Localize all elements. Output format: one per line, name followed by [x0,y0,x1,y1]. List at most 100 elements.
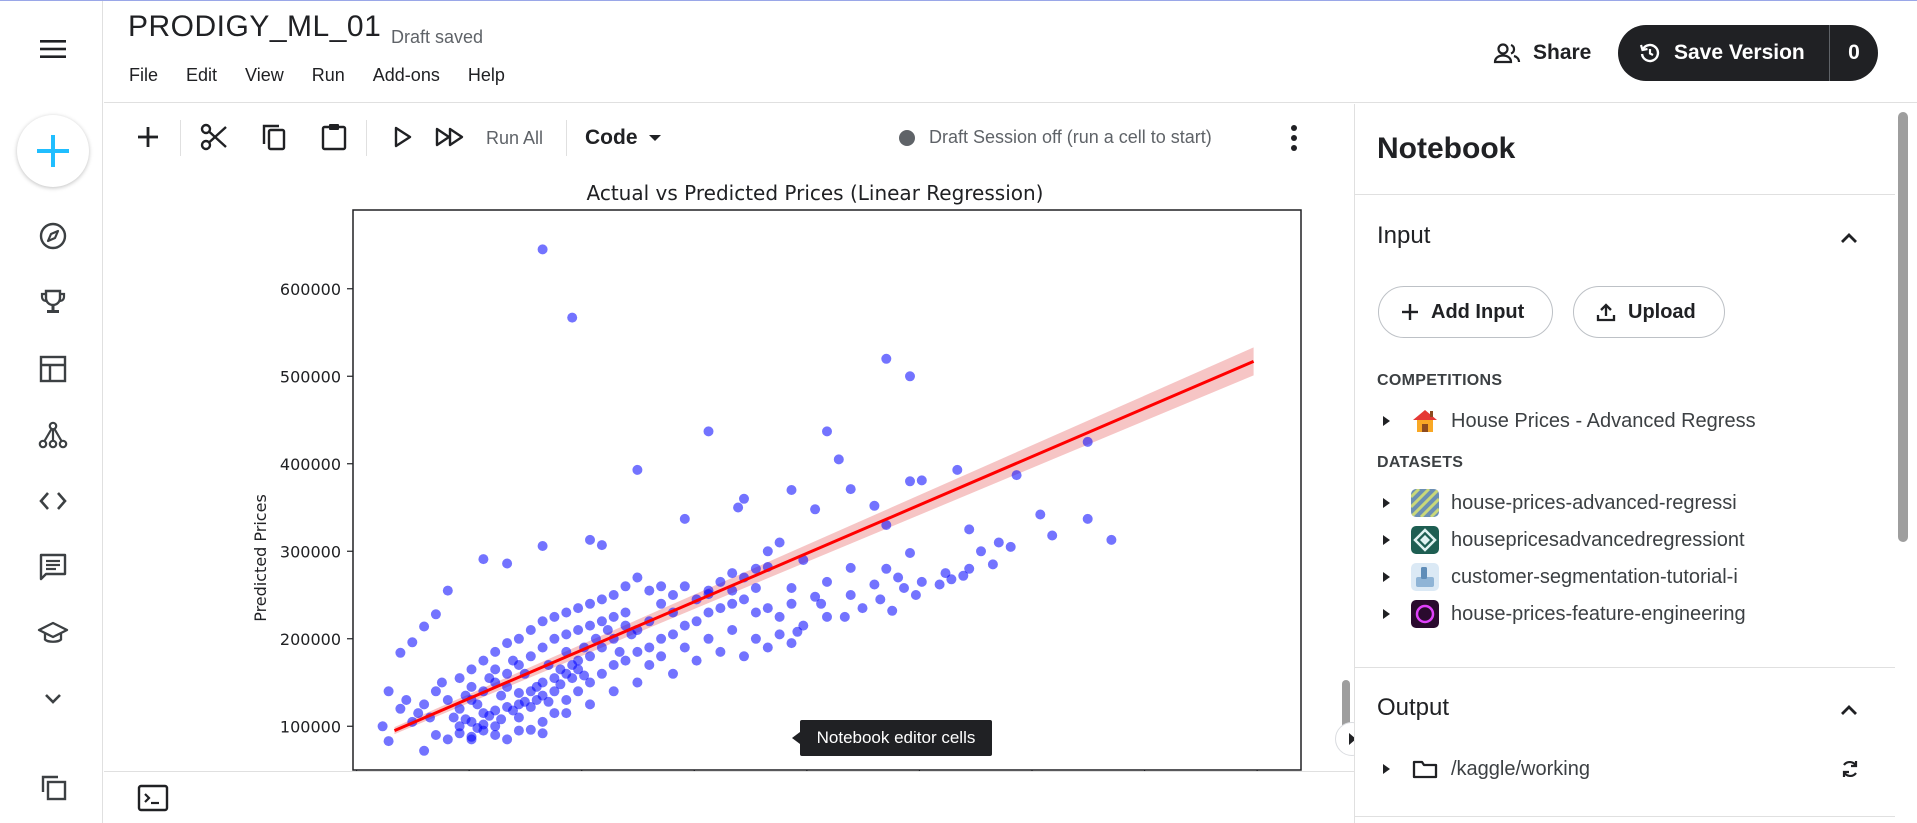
chevron-down-icon[interactable] [37,683,69,715]
scatter-point [715,576,726,587]
scatter-point [490,664,501,675]
scatter-point [442,734,453,745]
scatter-point [496,714,507,725]
save-version-count[interactable]: 0 [1848,41,1860,64]
hamburger-menu-icon[interactable] [38,37,68,61]
notebook-header: PRODIGY_ML_01 Draft saved File Edit View… [104,1,1917,103]
scatter-point [668,629,678,640]
models-icon[interactable] [37,419,69,451]
scatter-point [905,548,915,558]
scatter-point [454,703,465,714]
output-section-heading[interactable]: Output [1377,694,1450,721]
scatter-point [490,721,501,732]
output-folder-item[interactable]: /kaggle/working [1377,754,1817,784]
paste-icon[interactable] [318,121,350,153]
chevron-up-icon[interactable] [1837,698,1861,722]
scatter-point [786,638,797,649]
scatter-point [691,655,702,666]
scatter-point [549,673,560,684]
table-icon[interactable] [37,353,69,385]
code-icon[interactable] [37,485,69,517]
notebook-title[interactable]: PRODIGY_ML_01 [128,10,382,43]
learn-icon[interactable] [37,617,69,649]
cut-icon[interactable] [198,121,230,153]
discussion-icon[interactable] [37,551,69,583]
scatter-point [750,607,761,618]
menu-edit[interactable]: Edit [186,65,218,85]
scatter-point [703,607,714,618]
run-all-icon[interactable] [434,121,466,153]
add-input-button[interactable]: Add Input [1378,286,1554,338]
compass-icon[interactable] [37,220,69,252]
dataset-name: customer-segmentation-tutorial-i [1451,565,1738,588]
scatter-point [484,673,495,684]
scatter-point [910,590,921,600]
scatter-point [905,476,915,487]
run-all-label[interactable]: Run All [486,128,544,148]
scatter-point [786,485,797,495]
scatter-point [762,546,773,557]
caret-right-icon[interactable] [1381,416,1391,426]
scatter-point [739,651,749,662]
refresh-icon[interactable] [1838,757,1862,781]
scatter-point [537,642,548,653]
chart-title: Actual vs Predicted Prices (Linear Regre… [587,181,1044,205]
menu-add-ons[interactable]: Add-ons [372,65,440,85]
dataset-item[interactable]: customer-segmentation-tutorial-i [1377,562,1817,592]
scatter-point [1082,436,1093,447]
scatter-point [750,583,761,593]
scatter-point [750,563,761,574]
add-cell-icon[interactable] [132,121,164,153]
menu-help[interactable]: Help [467,65,505,85]
menu-file[interactable]: File [129,65,159,85]
caret-right-icon[interactable] [1381,535,1391,545]
terminal-icon[interactable] [137,784,169,812]
chevron-up-icon[interactable] [1837,226,1861,250]
more-options-icon[interactable] [1288,122,1300,154]
caret-right-icon [1349,733,1356,745]
menu-run[interactable]: Run [311,65,345,85]
session-status-text: Draft Session off (run a cell to start) [929,127,1212,147]
scatter-point [561,695,572,705]
dataset-item[interactable]: house-prices-advanced-regressi [1377,488,1817,518]
menu-view[interactable]: View [245,65,284,85]
caret-right-icon[interactable] [1381,609,1391,619]
scatter-point [620,620,631,631]
panel-scrollbar[interactable] [1898,112,1908,542]
dataset-item[interactable]: housepricesadvancedregressiont [1377,525,1817,555]
share-button[interactable]: Share [1479,27,1605,79]
share-label: Share [1533,41,1592,64]
scatter-point [679,642,690,653]
input-section-heading[interactable]: Input [1377,222,1431,249]
scatter-point [934,579,945,590]
dataset-item[interactable]: house-prices-feature-engineering [1377,599,1817,629]
save-version-button[interactable]: Save Version 0 [1618,25,1878,81]
scatter-point [383,736,394,747]
scatter-point [833,454,844,465]
editor-scrollbar[interactable] [1342,680,1350,730]
create-button[interactable] [17,115,89,187]
copies-icon[interactable] [37,771,69,803]
scatter-point [537,690,548,701]
scatter-point [632,646,643,657]
caret-right-icon[interactable] [1381,498,1391,508]
notebook-editor[interactable]: Actual vs Predicted Prices (Linear Regre… [104,170,1354,771]
scatter-point [561,629,572,640]
scatter-point [656,651,667,662]
scatter-point [893,572,904,583]
scatter-point [626,629,637,640]
session-status[interactable]: Draft Session off (run a cell to start) [899,127,1212,148]
run-cell-icon[interactable] [386,121,418,153]
caret-right-icon[interactable] [1381,572,1391,582]
scatter-point [1011,470,1022,481]
scatter-point [531,681,542,692]
copy-icon[interactable] [258,121,290,153]
competition-item[interactable]: House Prices - Advanced Regress [1377,406,1817,436]
caret-right-icon[interactable] [1381,764,1391,774]
y-tick-label: 200000 [280,630,341,649]
upload-button[interactable]: Upload [1573,286,1725,338]
draft-status: Draft saved [391,27,484,47]
scatter-point [727,625,738,635]
trophy-icon[interactable] [37,286,69,318]
cell-type-select[interactable]: Code [585,126,662,150]
